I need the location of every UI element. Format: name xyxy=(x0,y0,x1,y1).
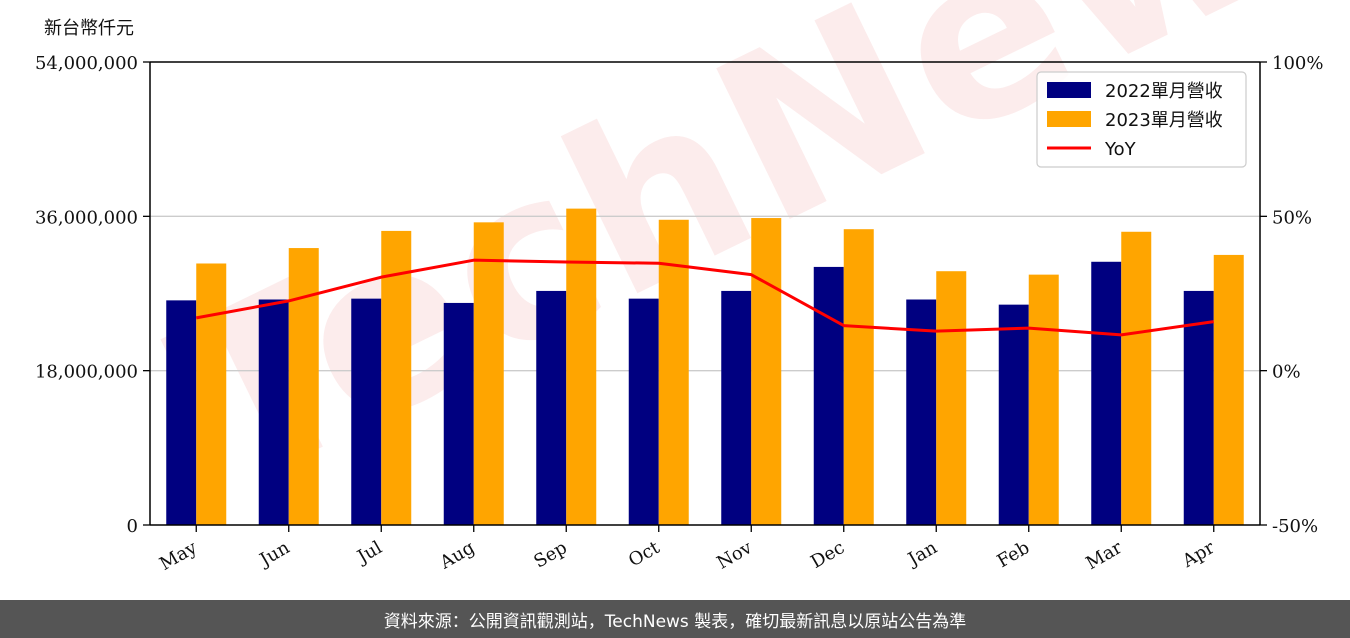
bar-2023-sep xyxy=(566,208,597,525)
bar-2022-aug xyxy=(443,302,474,525)
left-tick-label: 54,000,000 xyxy=(35,53,138,74)
bar-2023-oct xyxy=(658,219,689,525)
x-tick-label-jun: Jun xyxy=(255,537,294,572)
yoy-line-series xyxy=(195,258,1214,337)
x-tick-label-aug: Aug xyxy=(436,537,479,574)
bar-2022-feb xyxy=(998,304,1029,525)
x-tick-label-sep: Sep xyxy=(530,537,570,572)
left-tick-label: 36,000,000 xyxy=(35,207,138,228)
x-tick-label-may: May xyxy=(156,537,201,575)
legend-swatch-1 xyxy=(1047,111,1091,127)
x-tick-label-jan: Jan xyxy=(903,537,941,571)
x-tick-label-oct: Oct xyxy=(625,537,664,572)
right-tick-label: -50% xyxy=(1272,516,1318,537)
yoy-line xyxy=(195,258,1214,337)
left-tick-label: 18,000,000 xyxy=(35,362,138,383)
x-tick-label-mar: Mar xyxy=(1083,537,1127,574)
left-tick-label: 0 xyxy=(127,516,138,537)
bar-2023-mar xyxy=(1121,231,1152,525)
source-footer: 資料來源：公開資訊觀測站，TechNews 製表，確切最新訊息以原站公告為準 xyxy=(0,600,1350,638)
bar-2022-dec xyxy=(813,266,844,525)
bar-2022-may xyxy=(166,300,197,525)
bar-2022-apr xyxy=(1183,290,1214,525)
bar-2023-feb xyxy=(1028,274,1059,525)
bar-2022-jul xyxy=(351,298,382,525)
bar-series xyxy=(166,208,1244,526)
legend-label-1: 2023單月營收 xyxy=(1105,110,1223,131)
right-tick-label: 0% xyxy=(1272,362,1301,383)
legend-label-2: YoY xyxy=(1104,139,1137,160)
x-tick-label-apr: Apr xyxy=(1178,537,1218,572)
bar-2022-jan xyxy=(906,299,937,525)
x-tick-label-feb: Feb xyxy=(994,537,1034,572)
legend-label-0: 2022單月營收 xyxy=(1105,81,1223,102)
x-tick-label-nov: Nov xyxy=(713,537,756,574)
bar-2022-mar xyxy=(1091,261,1122,525)
bar-2022-jun xyxy=(258,299,289,525)
legend: 2022單月營收 2023單月營收 YoY xyxy=(1036,71,1247,168)
x-tick-label-dec: Dec xyxy=(807,537,848,573)
bar-2022-oct xyxy=(628,298,659,525)
bar-2023-dec xyxy=(843,229,874,525)
bar-2023-jun xyxy=(288,248,319,525)
right-tick-label: 50% xyxy=(1272,207,1312,228)
revenue-chart: 0 18,000,000 36,000,000 54,000,000 -50% 0% 50%… xyxy=(35,53,1324,575)
bar-2023-apr xyxy=(1213,254,1244,525)
bar-2022-sep xyxy=(536,290,567,525)
bar-2023-jul xyxy=(381,230,412,526)
bar-2023-jan xyxy=(936,271,967,525)
right-tick-label: 100% xyxy=(1272,53,1323,74)
bar-2023-nov xyxy=(751,218,782,525)
x-tick-label-jul: Jul xyxy=(352,537,386,569)
grid-lines xyxy=(150,215,1260,372)
legend-swatch-0 xyxy=(1047,82,1091,98)
bar-2022-nov xyxy=(721,290,752,525)
bar-2023-may xyxy=(196,263,227,525)
bar-2023-aug xyxy=(473,222,504,525)
y-axis-unit-label: 新台幣仟元 xyxy=(44,18,134,39)
